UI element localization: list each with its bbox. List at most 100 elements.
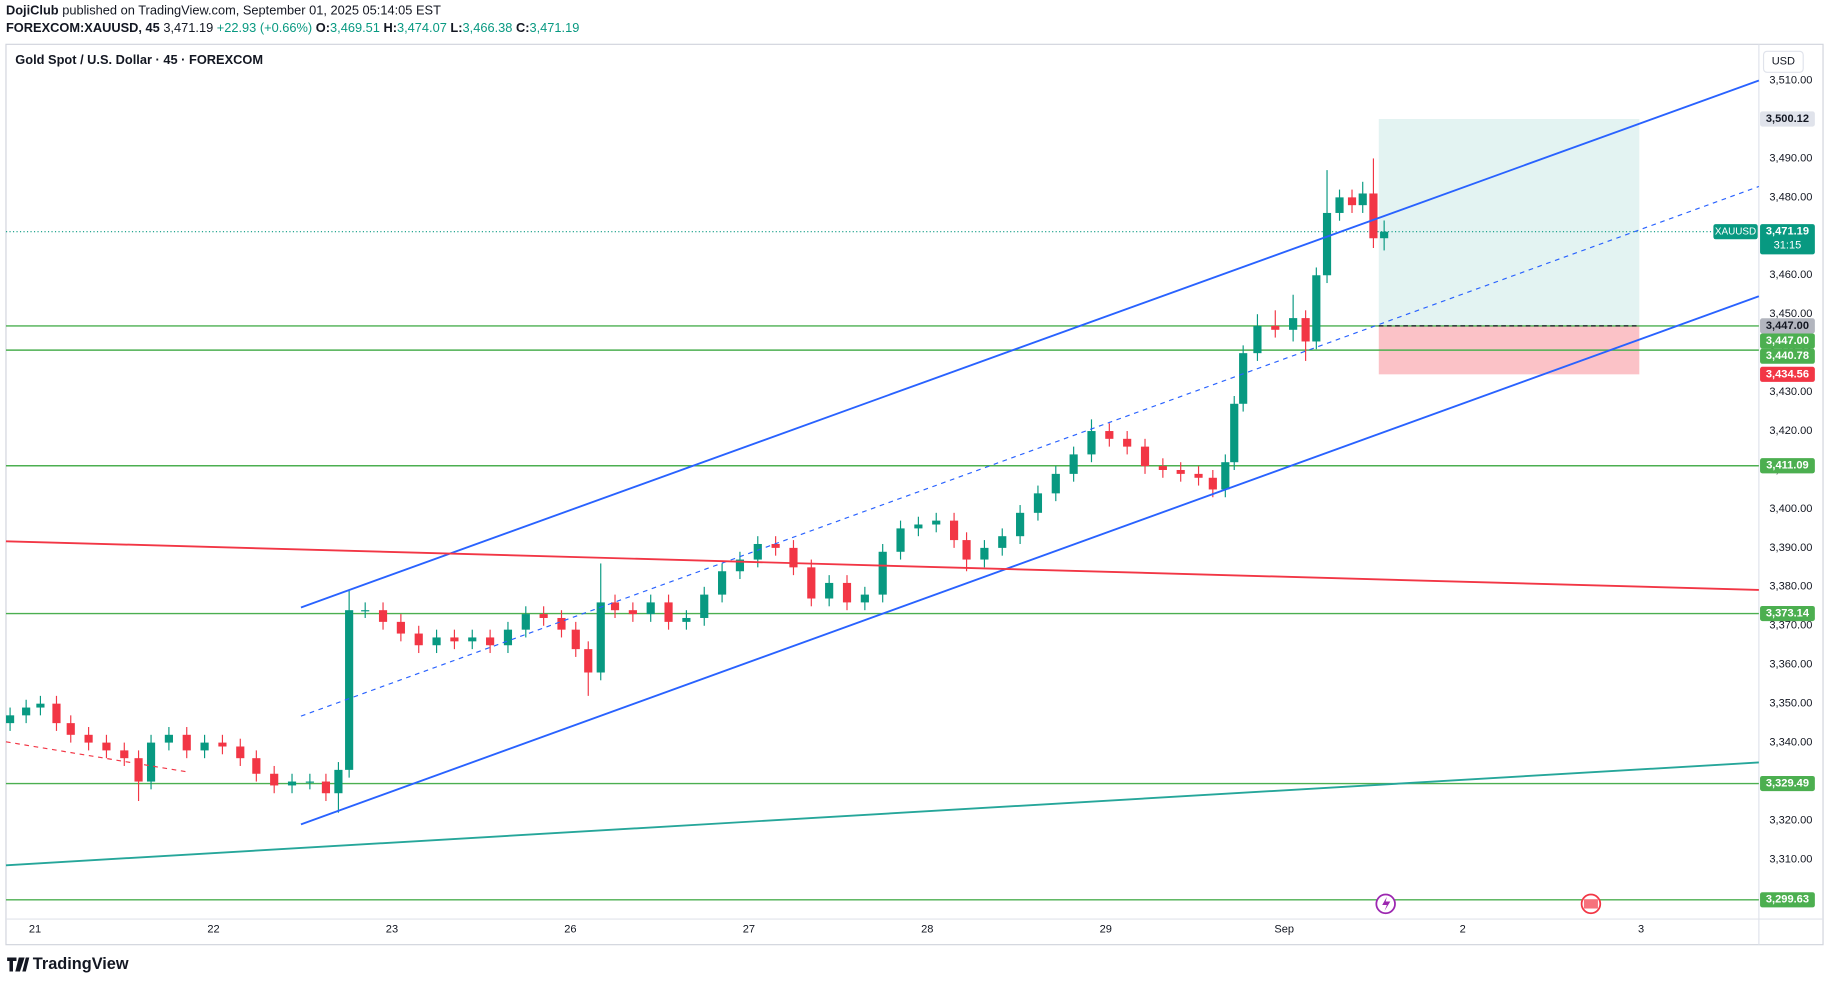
- candle-body: [1221, 462, 1230, 490]
- y-tick-label: 3,390.00: [1769, 542, 1812, 554]
- drawings-front: [5, 79, 1760, 867]
- y-tick-label: 3,380.00: [1769, 581, 1812, 593]
- brand: TradingView: [33, 955, 129, 973]
- candle-body: [1289, 318, 1298, 330]
- trend-line: [5, 540, 1759, 591]
- candle-body: [270, 773, 279, 786]
- y-tick-label: 3,400.00: [1769, 503, 1812, 515]
- change: +22.93 (+0.66%): [217, 21, 312, 36]
- last: 3,471.19: [163, 21, 213, 36]
- price-label-box: [1760, 111, 1815, 127]
- candle-body: [305, 781, 314, 783]
- candle-body: [896, 528, 905, 552]
- x-tick-label: 28: [921, 923, 933, 935]
- ohlc-value: 3,471.19: [529, 21, 579, 36]
- candle-body: [1194, 473, 1203, 478]
- candle-body: [134, 758, 143, 782]
- published: published on TradingView.com, September …: [62, 3, 441, 18]
- candle-body: [860, 594, 869, 603]
- symbol-tag-box: [1713, 224, 1758, 240]
- trend-line: [300, 79, 1760, 609]
- price-label: 3,329.49: [1766, 777, 1809, 789]
- candle-body: [1322, 212, 1332, 276]
- candle-body: [682, 617, 691, 622]
- candle-body: [1176, 469, 1185, 474]
- axes: 3,310.003,320.003,330.003,340.003,350.00…: [29, 74, 1815, 935]
- price-label-box: [1760, 366, 1815, 382]
- trend-line: [300, 295, 1760, 826]
- trend-line: [5, 741, 187, 773]
- candle-body: [218, 742, 227, 747]
- candle-body: [146, 742, 156, 782]
- candle-body: [700, 594, 709, 618]
- price-label-box: [1760, 333, 1815, 349]
- candle-body: [571, 629, 580, 650]
- candle-body: [1358, 193, 1367, 206]
- candle-body: [539, 614, 548, 618]
- candle-body: [1271, 325, 1280, 330]
- candle-body: [120, 750, 129, 759]
- candle-body: [557, 617, 566, 630]
- candle-body: [1380, 231, 1389, 239]
- candle-body: [361, 610, 370, 612]
- y-tick-label: 3,430.00: [1769, 386, 1812, 398]
- candle-body: [1347, 197, 1357, 206]
- y-tick-label: 3,510.00: [1769, 74, 1812, 86]
- candle-body: [914, 524, 923, 529]
- publisher: DojiClub: [6, 3, 59, 18]
- price-label: 3,434.56: [1766, 368, 1809, 380]
- candle-body: [584, 649, 593, 673]
- event-icon-glyph: [1382, 896, 1391, 911]
- candle-body: [84, 734, 93, 743]
- price-label-box: [1760, 605, 1815, 622]
- candle-body: [378, 610, 388, 622]
- publish-line: DojiClub published on TradingView.com, S…: [6, 3, 441, 18]
- x-tick-label: 27: [743, 923, 755, 935]
- candle-body: [66, 723, 75, 735]
- y-tick-label: 3,420.00: [1769, 425, 1812, 437]
- x-tick-label: 26: [564, 923, 576, 935]
- price-label: 3,447.00: [1766, 335, 1809, 347]
- candle-body: [949, 520, 959, 541]
- candle-body: [468, 637, 477, 642]
- candle-body: [52, 703, 61, 724]
- price-label-box: [1760, 224, 1815, 255]
- candle-body: [36, 703, 45, 708]
- candle-body: [236, 746, 245, 759]
- candle-body: [345, 610, 354, 770]
- price-label-box: [1760, 458, 1815, 474]
- price-label: 3,471.19: [1766, 226, 1809, 238]
- candle-body: [1312, 275, 1321, 342]
- candle-body: [1253, 325, 1262, 354]
- ohlc-key: C:: [516, 21, 530, 36]
- y-tick-label: 3,310.00: [1769, 853, 1812, 865]
- candle-body: [450, 637, 459, 642]
- candle-body: [628, 610, 637, 615]
- candle-body: [5, 715, 15, 724]
- candle-body: [735, 559, 745, 572]
- candle-body: [718, 571, 727, 595]
- candle-body: [287, 781, 297, 786]
- candle-body: [1051, 473, 1060, 494]
- candle-body: [321, 781, 331, 794]
- brand-logo: [7, 957, 30, 972]
- candle-body: [1016, 512, 1025, 537]
- candle-body: [1208, 477, 1217, 490]
- candle-body: [182, 734, 191, 751]
- y-tick-label: 3,350.00: [1769, 698, 1812, 710]
- candle-body: [432, 637, 441, 646]
- candle-body: [932, 520, 941, 525]
- price-label-box: [1760, 892, 1815, 908]
- candle-body: [1033, 493, 1043, 513]
- candle-body: [503, 629, 513, 646]
- candle-body: [998, 536, 1007, 548]
- x-tick-label: 2: [1460, 923, 1466, 935]
- x-tick-label: 3: [1638, 923, 1644, 935]
- ohlc-value: 3,469.51: [330, 21, 380, 36]
- candles: [5, 158, 1389, 813]
- y-tick-label: 3,370.00: [1769, 620, 1812, 632]
- ohlc-key: O:: [316, 21, 330, 36]
- ohlc-value: 3,466.38: [463, 21, 513, 36]
- candle-body: [1105, 431, 1114, 439]
- x-tick-label: Sep: [1274, 923, 1294, 935]
